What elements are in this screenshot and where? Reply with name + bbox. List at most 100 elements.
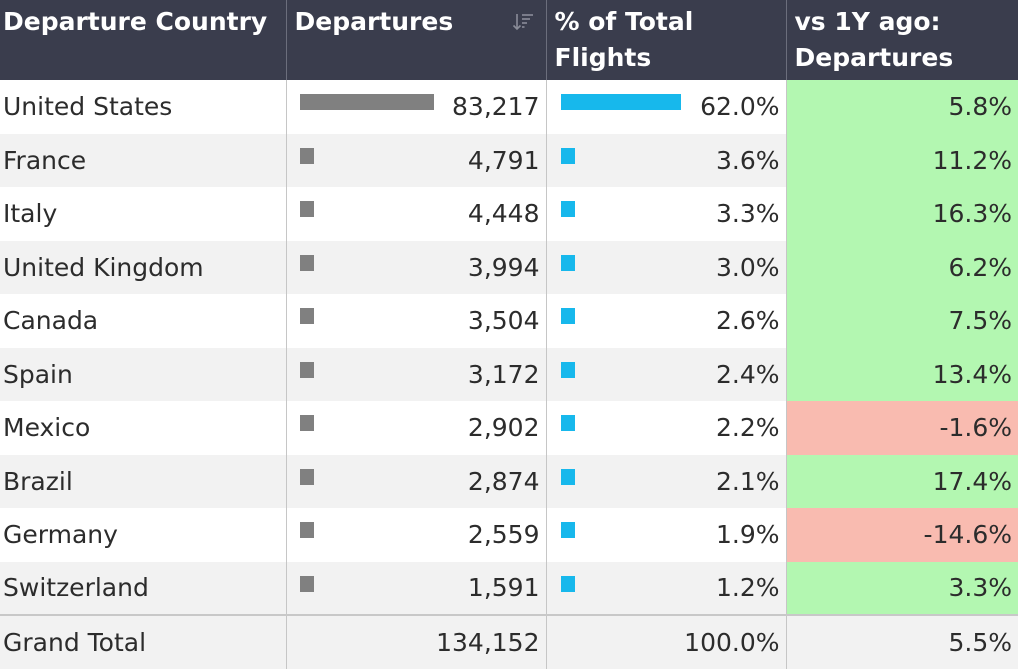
- grand-total-change: 5.5%: [786, 614, 1018, 669]
- table-row[interactable]: United Kingdom 3,994 3.0% 6.2%: [0, 240, 1018, 294]
- table-row[interactable]: Switzerland 1,591 1.2% 3.3%: [0, 561, 1018, 615]
- column-header-departures-label: Departures: [294, 7, 454, 36]
- table-row[interactable]: Mexico 2,902 2.2% -1.6%: [0, 401, 1018, 455]
- column-header-change-line2: Departures: [794, 43, 954, 72]
- sort-descending-icon[interactable]: [512, 6, 534, 31]
- table-body: United States 83,217 62.0% 5.8% France 4,791 3…: [0, 80, 1018, 615]
- departures-value: 4,791: [467, 145, 540, 175]
- pct-total-value: 2.1%: [715, 466, 780, 496]
- departures-bar: [299, 468, 314, 485]
- departures-value: 2,559: [467, 520, 540, 550]
- departures-cell: 1,591: [286, 561, 547, 615]
- departures-cell: 3,994: [286, 240, 547, 294]
- pct-total-cell: 62.0%: [546, 80, 787, 134]
- pct-total-bar: [560, 308, 575, 324]
- departures-value: 2,874: [467, 466, 540, 496]
- pct-total-value: 2.6%: [715, 306, 780, 336]
- pct-total-cell: 2.1%: [546, 454, 787, 508]
- departures-bar: [299, 254, 314, 271]
- pct-total-bar: [560, 468, 575, 485]
- pct-total-value: 1.9%: [715, 520, 780, 550]
- departures-bar: [299, 94, 434, 110]
- departures-value: 1,591: [467, 573, 540, 603]
- table-row[interactable]: Brazil 2,874 2.1% 17.4%: [0, 454, 1018, 508]
- pct-total-cell: 2.4%: [546, 347, 787, 401]
- yoy-change-cell: -1.6%: [786, 401, 1018, 455]
- departures-cell: 2,902: [286, 401, 547, 455]
- pct-total-value: 2.2%: [715, 413, 780, 443]
- departures-bar: [299, 575, 314, 592]
- grand-total-label: Grand Total: [0, 614, 287, 669]
- country-cell: United Kingdom: [0, 240, 287, 294]
- yoy-change-cell: 5.8%: [786, 80, 1018, 134]
- yoy-change-cell: 6.2%: [786, 240, 1018, 294]
- departures-bar: [299, 361, 314, 378]
- pct-total-bar: [560, 522, 575, 538]
- departures-bar: [299, 201, 314, 217]
- table-row[interactable]: Germany 2,559 1.9% -14.6%: [0, 508, 1018, 562]
- grand-total-pct: 100.0%: [546, 614, 787, 669]
- country-cell: Germany: [0, 508, 287, 562]
- departures-bar: [299, 308, 314, 324]
- pct-total-cell: 1.2%: [546, 561, 787, 615]
- column-header-pct-line1: % of Total: [554, 7, 694, 36]
- country-cell: Spain: [0, 347, 287, 401]
- yoy-change-cell: -14.6%: [786, 508, 1018, 562]
- departures-cell: 4,791: [286, 133, 547, 187]
- departures-value: 2,902: [467, 413, 540, 443]
- pct-total-bar: [560, 361, 575, 378]
- pct-total-bar: [560, 575, 575, 592]
- table-row[interactable]: Italy 4,448 3.3% 16.3%: [0, 187, 1018, 241]
- table-row[interactable]: Spain 3,172 2.4% 13.4%: [0, 347, 1018, 401]
- yoy-change-cell: 13.4%: [786, 347, 1018, 401]
- pct-total-bar: [560, 254, 575, 271]
- yoy-change-cell: 17.4%: [786, 454, 1018, 508]
- pct-total-cell: 2.6%: [546, 294, 787, 348]
- pct-total-value: 62.0%: [700, 92, 780, 122]
- country-cell: Canada: [0, 294, 287, 348]
- pct-total-cell: 1.9%: [546, 508, 787, 562]
- departures-value: 4,448: [467, 199, 540, 229]
- country-cell: Mexico: [0, 401, 287, 455]
- pct-total-value: 3.3%: [715, 199, 780, 229]
- grand-total-row: Grand Total 134,152 100.0% 5.5%: [0, 614, 1018, 669]
- departures-value: 3,504: [467, 306, 540, 336]
- departures-cell: 83,217: [286, 80, 547, 134]
- departures-cell: 3,504: [286, 294, 547, 348]
- column-header-pct-total[interactable]: % of Total Flights: [546, 0, 787, 80]
- departures-cell: 3,172: [286, 347, 547, 401]
- departures-bar: [299, 415, 314, 431]
- column-header-country[interactable]: Departure Country: [0, 0, 287, 80]
- table-row[interactable]: Canada 3,504 2.6% 7.5%: [0, 294, 1018, 348]
- table-row[interactable]: United States 83,217 62.0% 5.8%: [0, 80, 1018, 134]
- column-header-departures[interactable]: Departures: [286, 0, 547, 80]
- pct-total-cell: 3.6%: [546, 133, 787, 187]
- country-cell: Switzerland: [0, 561, 287, 615]
- pct-total-bar: [560, 147, 575, 164]
- column-header-yoy-change[interactable]: vs 1Y ago: Departures: [786, 0, 1018, 80]
- pct-total-bar: [560, 415, 575, 431]
- pct-total-cell: 3.0%: [546, 240, 787, 294]
- yoy-change-cell: 11.2%: [786, 133, 1018, 187]
- yoy-change-cell: 7.5%: [786, 294, 1018, 348]
- departures-bar: [299, 147, 314, 164]
- table-row[interactable]: France 4,791 3.6% 11.2%: [0, 133, 1018, 187]
- column-header-pct-line2: Flights: [554, 43, 652, 72]
- country-cell: Brazil: [0, 454, 287, 508]
- country-cell: United States: [0, 80, 287, 134]
- departures-cell: 2,559: [286, 508, 547, 562]
- yoy-change-cell: 3.3%: [786, 561, 1018, 615]
- country-cell: Italy: [0, 187, 287, 241]
- column-header-change-line1: vs 1Y ago:: [794, 7, 941, 36]
- pct-total-value: 1.2%: [715, 573, 780, 603]
- grand-total-departures: 134,152: [286, 614, 547, 669]
- country-cell: France: [0, 133, 287, 187]
- departures-value: 83,217: [452, 92, 540, 122]
- pct-total-cell: 2.2%: [546, 401, 787, 455]
- pct-total-cell: 3.3%: [546, 187, 787, 241]
- departures-cell: 4,448: [286, 187, 547, 241]
- pct-total-bar: [560, 94, 681, 110]
- departures-cell: 2,874: [286, 454, 547, 508]
- table-header: Departure Country Departures: [0, 0, 1018, 80]
